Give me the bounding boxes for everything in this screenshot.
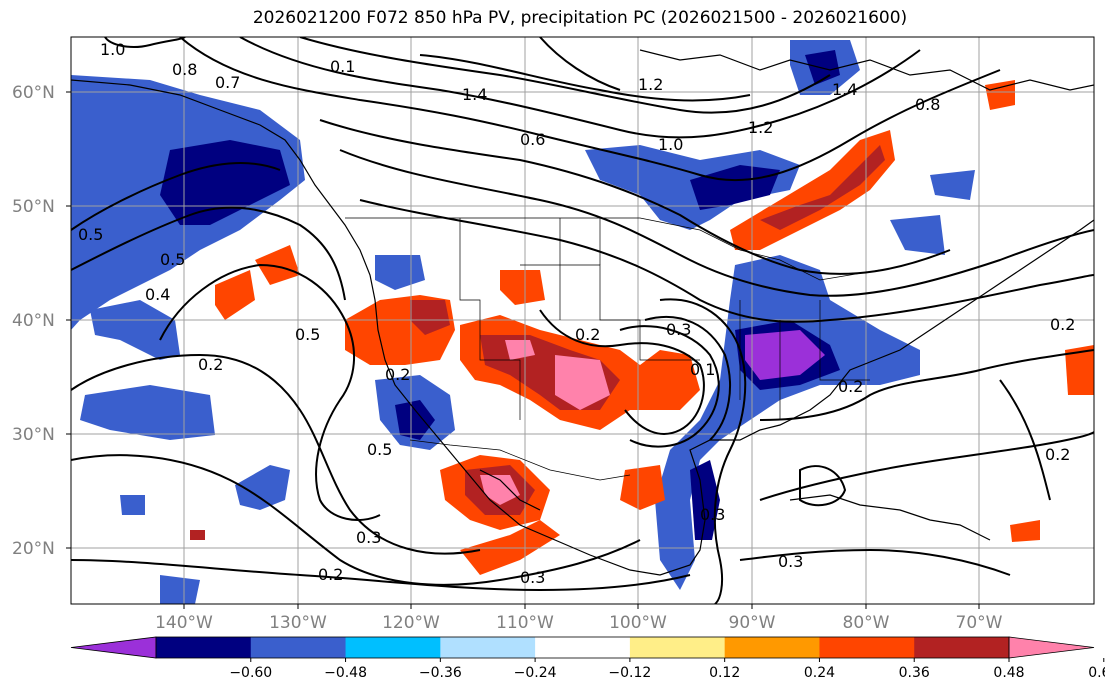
lon-label: 120°W — [382, 613, 440, 633]
pv-contours — [71, 37, 1094, 604]
colorbar-tick-label: 0.48 — [993, 665, 1024, 681]
lat-label: 50°N — [12, 197, 55, 217]
lon-label: 110°W — [496, 613, 554, 633]
lat-label: 40°N — [12, 311, 55, 331]
colorbar-extend-low — [70, 636, 157, 659]
lat-label: 60°N — [12, 83, 55, 103]
contour-label: 1.2 — [638, 75, 663, 94]
contour-label: 0.2 — [318, 565, 343, 584]
contour-label: 0.5 — [78, 225, 103, 244]
contour-label: 0.3 — [666, 320, 691, 339]
contour-label: 0.2 — [385, 365, 410, 384]
colorbar-tick-label: −0.60 — [229, 665, 272, 681]
axis-ticks — [66, 91, 980, 609]
colorbar-segment — [535, 637, 631, 658]
contour-label: 0.2 — [1050, 315, 1075, 334]
colorbar-segment — [629, 637, 726, 658]
latitude-labels: 60°N 50°N 40°N 30°N 20°N — [12, 83, 55, 559]
contour-label: 0.2 — [198, 355, 223, 374]
precip-shading — [71, 40, 1094, 604]
colorbar-tick-label: −0.48 — [324, 665, 367, 681]
colorbar-segment — [345, 637, 441, 658]
contour-label: 0.3 — [356, 528, 381, 547]
colorbar-tick-label: 0.24 — [804, 665, 835, 681]
colorbar-segment — [819, 637, 915, 658]
lon-label: 140°W — [155, 613, 213, 633]
contour-label: 1.0 — [100, 40, 125, 59]
contour-label: 1.4 — [832, 80, 857, 99]
colorbar-tick-label: 0.12 — [709, 665, 740, 681]
contour-label: 0.5 — [367, 440, 392, 459]
contour-label: 0.7 — [215, 73, 240, 92]
contour-labels: 1.0 0.8 0.7 0.1 1.4 1.2 0.6 1.0 1.2 1.4 … — [78, 40, 1075, 587]
contour-label: 0.6 — [520, 130, 545, 149]
contour-label: 0.8 — [915, 95, 940, 114]
colorbar-extend-high — [1008, 636, 1095, 659]
contour-label: 0.2 — [838, 377, 863, 396]
colorbar-tick-label: 0.36 — [899, 665, 930, 681]
contour-label: 0.4 — [145, 285, 170, 304]
contour-label: 0.1 — [690, 360, 715, 379]
colorbar-tick-label: −0.12 — [608, 665, 651, 681]
colorbar-segment — [440, 637, 536, 658]
lat-label: 20°N — [12, 539, 55, 559]
colorbar-segment — [250, 637, 347, 658]
lon-label: 90°W — [729, 613, 776, 633]
colorbar-tick-label: 0.60 — [1088, 665, 1105, 681]
colorbar-segment — [914, 637, 1010, 658]
contour-label: 0.1 — [330, 57, 355, 76]
longitude-labels: 140°W 130°W 120°W 110°W 100°W 90°W 80°W … — [155, 613, 1003, 633]
colorbar: −0.60 −0.48 −0.36 −0.24 −0.12 0.12 0.24 0.36 0.4… — [70, 636, 1105, 681]
contour-label: 0.3 — [778, 552, 803, 571]
contour-label: 0.5 — [160, 250, 185, 269]
map-title: 2026021200 F072 850 hPa PV, precipitatio… — [252, 8, 908, 28]
lon-label: 100°W — [609, 613, 667, 633]
coastlines — [71, 49, 1094, 576]
colorbar-segment — [156, 637, 252, 658]
lon-label: 80°W — [843, 613, 890, 633]
contour-label: 0.5 — [295, 325, 320, 344]
contour-label: 0.2 — [575, 325, 600, 344]
colorbar-tick-label: −0.24 — [514, 665, 557, 681]
colorbar-segment — [724, 637, 820, 658]
contour-label: 0.8 — [172, 60, 197, 79]
contour-label: 1.0 — [658, 135, 683, 154]
colorbar-frame — [155, 636, 1010, 659]
contour-label: 0.3 — [700, 505, 725, 524]
contour-label: 1.4 — [462, 85, 487, 104]
colorbar-tick-label: −0.36 — [419, 665, 462, 681]
lon-label: 70°W — [956, 613, 1003, 633]
lat-label: 30°N — [12, 425, 55, 445]
contour-label: 0.2 — [1045, 445, 1070, 464]
contour-label: 1.2 — [748, 118, 773, 137]
political-borders — [345, 217, 881, 481]
contour-label: 0.3 — [520, 568, 545, 587]
lon-label: 130°W — [269, 613, 327, 633]
